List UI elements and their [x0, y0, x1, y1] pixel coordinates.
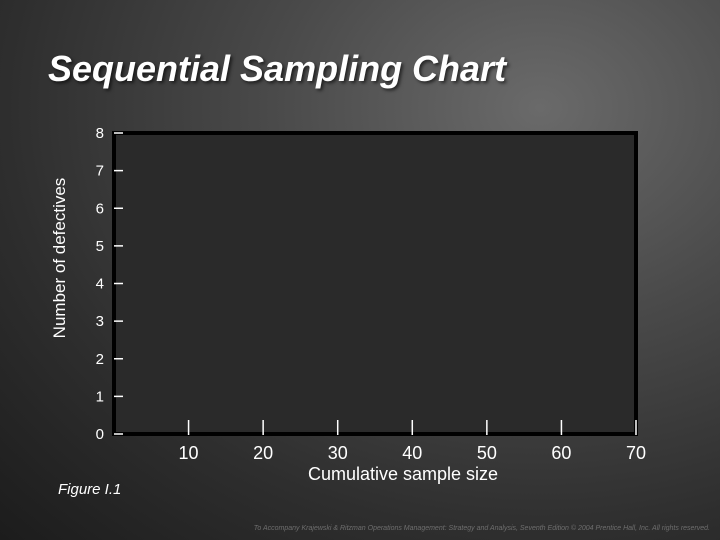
copyright-footer: To Accompany Krajewski & Ritzman Operati…	[253, 525, 710, 532]
x-tick-label: 60	[551, 443, 571, 463]
y-tick-label: 4	[96, 276, 104, 293]
y-tick-label: 3	[96, 313, 104, 330]
x-axis-label: Cumulative sample size	[307, 464, 499, 484]
y-tick-label: 5	[96, 238, 104, 255]
x-tick-label: 20	[253, 443, 273, 463]
y-tick-label: 8	[96, 125, 104, 142]
x-tick-label: 10	[179, 443, 199, 463]
y-tick-label: 1	[96, 388, 104, 405]
plot-area	[112, 131, 638, 436]
x-tick-label: 50	[477, 443, 497, 463]
x-tick-label: 70	[626, 443, 646, 463]
y-tick-label: 0	[96, 426, 104, 443]
y-tick-label: 7	[96, 163, 104, 180]
y-tick-label: 2	[96, 351, 104, 368]
x-tick-label: 40	[402, 443, 422, 463]
figure-label: Figure I.1	[58, 481, 122, 498]
x-tick-label: 30	[328, 443, 348, 463]
y-tick-label: 6	[96, 200, 104, 217]
chart-title: Sequential Sampling Chart	[48, 48, 507, 89]
